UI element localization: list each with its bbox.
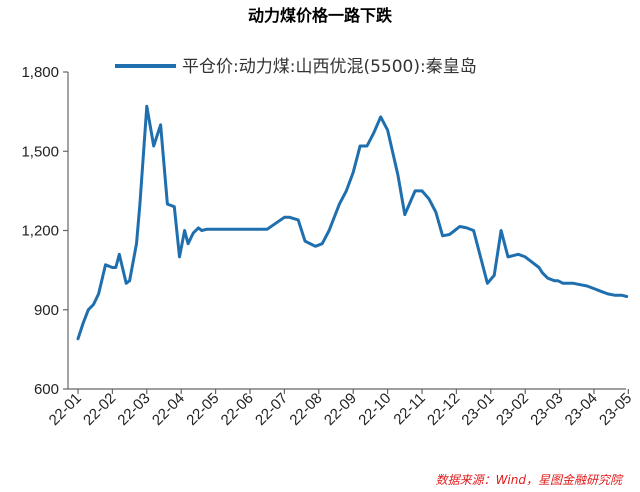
x-tick-label: 23-02 [493,390,532,429]
x-tick-label: 23-01 [458,390,497,429]
x-tick-label: 23-03 [527,390,566,429]
y-axis-ticks: 600 900 1,200 1,500 1,800 [21,64,68,398]
y-tick-label: 1,200 [21,223,59,240]
y-tick-label: 1,800 [21,64,59,81]
chart-title: 动力煤价格一路下跌 [248,6,393,25]
x-tick-label: 22-11 [390,390,428,428]
x-tick-label: 22-03 [114,390,153,429]
y-tick-label: 600 [34,381,59,398]
x-tick-label: 22-04 [149,390,188,429]
legend: 平仓价:动力煤:山西优混(5500):秦皇岛 [115,57,477,77]
series-layer [76,104,629,341]
x-axis-ticks: 22-0122-0222-0322-0422-0522-0622-0722-08… [46,389,635,429]
x-tick-label: 22-07 [252,390,291,429]
x-tick-label: 23-04 [562,390,601,429]
x-tick-label: 22-08 [286,390,325,429]
x-tick-label: 22-05 [183,390,222,429]
x-tick-label: 22-12 [424,390,463,429]
y-tick-label: 900 [34,302,59,319]
x-tick-label: 22-10 [355,390,394,429]
legend-label: 平仓价:动力煤:山西优混(5500):秦皇岛 [182,57,477,77]
x-tick-label: 22-02 [80,390,119,429]
x-tick-label: 23-05 [596,390,635,429]
x-tick-label: 22-06 [218,390,257,429]
x-tick-label: 22-09 [321,390,360,429]
source-note: 数据来源：Wind，星图金融研究院 [436,473,624,487]
y-tick-label: 1,500 [21,143,59,160]
series-line [76,104,629,341]
